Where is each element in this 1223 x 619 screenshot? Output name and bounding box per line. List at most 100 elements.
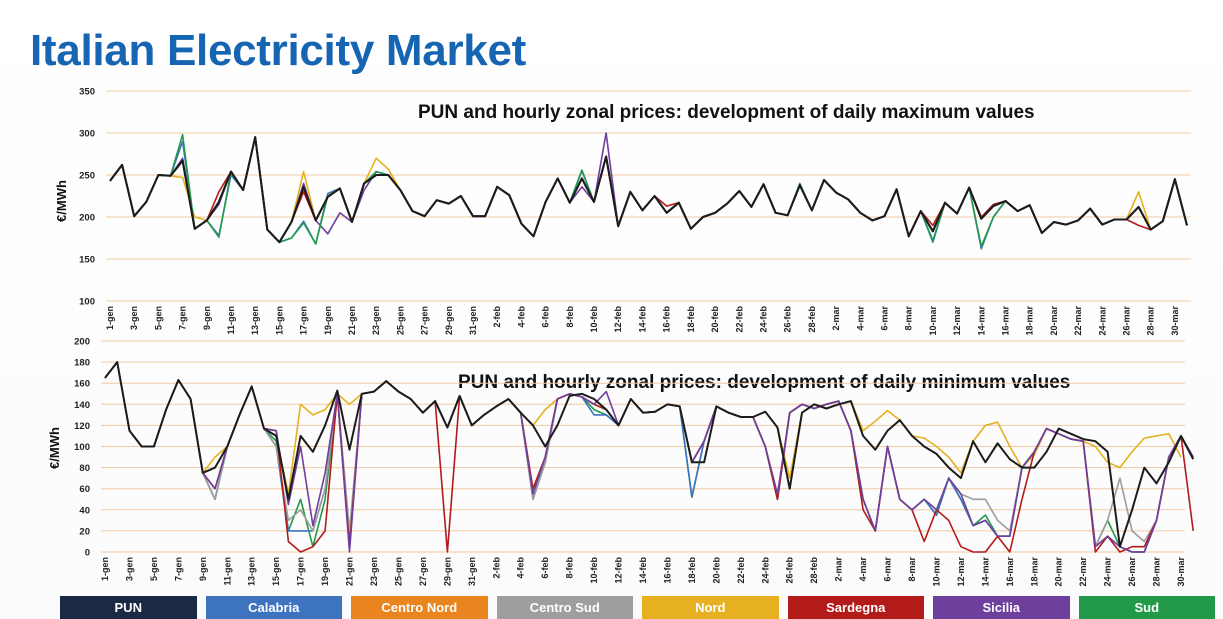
legend-item-sud: Sud (1078, 596, 1215, 619)
x-tick-label: 19-gen (320, 557, 330, 586)
x-tick-label: 29-gen (442, 557, 452, 586)
series-line-sicilia (109, 132, 1188, 243)
x-tick-label: 25-gen (393, 557, 403, 586)
x-tick-label: 7-gen (178, 306, 188, 330)
x-tick-label: 6-feb (540, 557, 550, 579)
x-tick-label: 3-gen (129, 306, 139, 330)
max-values-chart: PUN and hourly zonal prices: development… (54, 87, 1191, 336)
x-tick-label: 30-mar (1176, 557, 1186, 587)
legend-item-sicilia: Sicilia (933, 596, 1070, 619)
x-tick-label: 21-gen (347, 306, 357, 335)
y-tick-label: 200 (79, 213, 95, 224)
y-tick-label: 0 (85, 548, 90, 559)
x-tick-label: 12-feb (614, 557, 624, 584)
x-tick-label: 24-feb (760, 557, 770, 584)
x-tick-label: 18-feb (687, 557, 697, 584)
y-tick-label: 300 (79, 129, 95, 140)
y-tick-label: 80 (79, 463, 90, 474)
x-tick-label: 24-mar (1103, 557, 1113, 587)
x-tick-label: 26-mar (1121, 306, 1131, 336)
legend-item-pun: PUN (60, 596, 197, 619)
x-tick-label: 8-mar (904, 306, 914, 331)
x-tick-label: 26-feb (785, 557, 795, 584)
x-tick-label: 22-mar (1073, 306, 1083, 336)
x-tick-label: 4-mar (858, 557, 868, 582)
series-line-pun (109, 136, 1188, 244)
x-tick-label: 26-feb (783, 306, 793, 333)
legend-item-centro-nord: Centro Nord (351, 596, 488, 619)
x-tick-label: 27-gen (420, 306, 430, 335)
x-tick-label: 10-mar (931, 557, 941, 587)
max-chart-title: PUN and hourly zonal prices: development… (418, 102, 1035, 123)
x-tick-label: 5-gen (149, 557, 159, 581)
min-chart-title: PUN and hourly zonal prices: development… (458, 372, 1070, 393)
x-tick-label: 14-mar (976, 306, 986, 336)
y-tick-label: 140 (74, 400, 90, 411)
y-tick-label: 20 (79, 526, 90, 537)
min-chart-ylabel: €/MWh (47, 427, 62, 469)
x-tick-label: 27-gen (418, 557, 428, 586)
x-tick-label: 15-gen (271, 557, 281, 586)
legend-item-sardegna: Sardegna (787, 596, 924, 619)
x-tick-label: 2-mar (831, 306, 841, 331)
series-line-nord (109, 136, 1188, 243)
x-tick-label: 17-gen (296, 557, 306, 586)
x-tick-label: 7-gen (173, 557, 183, 581)
x-tick-label: 12-mar (956, 557, 966, 587)
x-tick-label: 4-feb (516, 306, 526, 328)
x-tick-label: 29-gen (444, 306, 454, 335)
series-line-calabria (109, 136, 1188, 250)
x-tick-label: 17-gen (299, 306, 309, 335)
x-tick-label: 5-gen (153, 306, 163, 330)
x-tick-label: 6-mar (883, 557, 893, 582)
x-tick-label: 18-feb (686, 306, 696, 333)
x-tick-label: 11-gen (222, 557, 232, 586)
y-tick-label: 160 (74, 379, 90, 390)
y-tick-label: 200 (74, 337, 90, 348)
x-tick-label: 16-mar (1005, 557, 1015, 587)
x-tick-label: 3-gen (124, 557, 134, 581)
x-tick-label: 31-gen (467, 557, 477, 586)
y-tick-label: 120 (74, 421, 90, 432)
x-tick-label: 28-mar (1152, 557, 1162, 587)
x-tick-label: 2-feb (492, 306, 502, 328)
x-tick-label: 16-feb (662, 557, 672, 584)
x-tick-label: 12-mar (952, 306, 962, 336)
y-tick-label: 150 (79, 255, 95, 266)
x-tick-label: 18-mar (1025, 306, 1035, 336)
page-title: Italian Electricity Market (30, 26, 526, 75)
series-line-pun (109, 136, 1188, 244)
x-tick-label: 28-mar (1146, 306, 1156, 336)
x-tick-label: 20-mar (1049, 306, 1059, 336)
x-tick-label: 11-gen (226, 306, 236, 335)
x-tick-label: 6-feb (541, 306, 551, 328)
x-tick-label: 20-feb (711, 557, 721, 584)
x-tick-label: 9-gen (202, 306, 212, 330)
y-tick-label: 180 (74, 358, 90, 369)
x-tick-label: 10-feb (589, 557, 599, 584)
x-tick-label: 19-gen (323, 306, 333, 335)
x-tick-label: 14-feb (638, 557, 648, 584)
x-tick-label: 8-feb (565, 306, 575, 328)
x-tick-label: 12-feb (613, 306, 623, 333)
x-tick-label: 13-gen (250, 306, 260, 335)
x-tick-label: 23-gen (371, 306, 381, 335)
x-tick-label: 24-mar (1097, 306, 1107, 336)
x-tick-label: 22-feb (736, 557, 746, 584)
x-tick-label: 13-gen (247, 557, 257, 586)
x-tick-label: 8-mar (907, 557, 917, 582)
legend-item-centro-sud: Centro Sud (496, 596, 633, 619)
x-tick-label: 18-mar (1029, 557, 1039, 587)
x-tick-label: 26-mar (1127, 557, 1137, 587)
x-tick-label: 25-gen (395, 306, 405, 335)
y-tick-label: 40 (79, 505, 90, 516)
x-tick-label: 8-feb (565, 557, 575, 579)
series-line-sud (109, 133, 1188, 248)
x-tick-label: 16-feb (662, 306, 672, 333)
x-tick-label: 28-feb (809, 557, 819, 584)
x-tick-label: 31-gen (468, 306, 478, 335)
x-tick-label: 14-mar (980, 557, 990, 587)
x-tick-label: 2-feb (491, 557, 501, 579)
